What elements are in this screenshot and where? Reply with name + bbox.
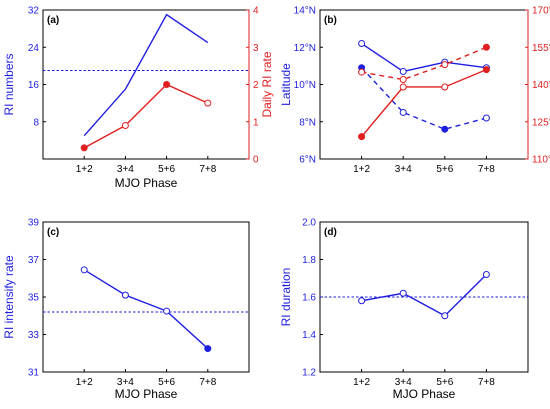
x-tick-label: 3+4 bbox=[395, 164, 412, 175]
y-left-axis-label: RI numbers bbox=[2, 53, 16, 115]
data-point bbox=[163, 307, 171, 315]
data-point bbox=[399, 67, 407, 75]
series-line-3 bbox=[361, 68, 487, 138]
y-left-axis-label: RI intensify rate bbox=[2, 255, 16, 339]
x-tick-label: 7+8 bbox=[478, 164, 495, 175]
y-right-tick-label: 125°E bbox=[532, 117, 550, 128]
chart-panel-4: 1+2 3+4 5+6 7+8 MJO Phase 1.2 1.4 1.6 1.8 2.0 RI d… bbox=[279, 218, 529, 401]
x-tick-label: 5+6 bbox=[158, 377, 175, 388]
data-point bbox=[399, 289, 407, 297]
series-line-4 bbox=[361, 46, 487, 81]
x-tick-label: 5+6 bbox=[158, 164, 175, 175]
data-point bbox=[358, 40, 366, 48]
data-point bbox=[482, 114, 490, 122]
x-tick-label: 1+2 bbox=[76, 377, 93, 388]
data-point bbox=[441, 125, 449, 133]
y-left-axis-label: RI duration bbox=[279, 268, 293, 327]
chart-panel-2: 1+2 3+4 5+6 7+8 6°N 8°N 10°N 12°N 14°N Latitude 11… bbox=[279, 6, 550, 176]
x-axis-label: MJO Phase bbox=[115, 176, 178, 190]
data-point bbox=[399, 108, 407, 116]
y-left-tick-label: 1.4 bbox=[302, 330, 316, 341]
y-left-tick-label: 16 bbox=[28, 80, 40, 91]
y-left-tick-label: 1.8 bbox=[302, 255, 316, 266]
y-right-tick-label: 2 bbox=[253, 80, 259, 91]
series-line-1 bbox=[361, 274, 487, 317]
data-point bbox=[399, 76, 407, 84]
y-right-tick-label: 170°E bbox=[532, 6, 550, 17]
data-point bbox=[482, 66, 490, 74]
data-point bbox=[441, 61, 449, 69]
data-point bbox=[204, 99, 212, 107]
x-axis-label: MJO Phase bbox=[393, 387, 456, 401]
data-point bbox=[204, 345, 212, 353]
data-point bbox=[399, 83, 407, 91]
panel-label: (a) bbox=[47, 15, 59, 26]
y-right-tick-label: 4 bbox=[253, 6, 259, 17]
x-tick-label: 3+4 bbox=[117, 377, 134, 388]
x-tick-label: 7+8 bbox=[199, 377, 216, 388]
data-point bbox=[80, 144, 88, 152]
y-right-tick-label: 0 bbox=[253, 155, 259, 166]
x-tick-label: 1+2 bbox=[353, 377, 370, 388]
data-point bbox=[163, 81, 171, 88]
y-right-tick-label: 140°E bbox=[532, 80, 550, 91]
x-axis-label: MJO Phase bbox=[115, 387, 178, 401]
series-line-2 bbox=[83, 83, 209, 149]
x-tick-label: 1+2 bbox=[353, 164, 370, 175]
y-left-tick-label: 10°N bbox=[294, 80, 316, 91]
data-point bbox=[441, 83, 449, 91]
x-tick-label: 5+6 bbox=[436, 164, 453, 175]
y-left-tick-label: 2.0 bbox=[302, 218, 316, 229]
data-point bbox=[358, 297, 366, 305]
y-left-tick-label: 6°N bbox=[299, 155, 316, 166]
x-tick-label: 5+6 bbox=[436, 377, 453, 388]
y-left-tick-label: 14°N bbox=[294, 6, 316, 17]
plot-frame bbox=[319, 9, 529, 160]
series-line-1 bbox=[361, 42, 487, 73]
panel-label: (c) bbox=[47, 227, 59, 238]
y-left-tick-label: 8°N bbox=[299, 117, 316, 128]
data-point bbox=[482, 43, 490, 51]
panel-label: (b) bbox=[324, 15, 337, 26]
series-line-1 bbox=[83, 269, 209, 350]
y-left-tick-label: 35 bbox=[28, 293, 40, 304]
y-left-tick-label: 24 bbox=[28, 43, 40, 54]
x-tick-label: 7+8 bbox=[199, 164, 216, 175]
y-left-tick-label: 12°N bbox=[294, 43, 316, 54]
x-tick-label: 3+4 bbox=[117, 164, 134, 175]
x-tick-label: 1+2 bbox=[76, 164, 93, 175]
y-left-tick-label: 32 bbox=[28, 6, 40, 17]
series-line-2 bbox=[361, 67, 487, 130]
y-left-tick-label: 39 bbox=[28, 218, 40, 229]
y-right-tick-label: 1 bbox=[253, 117, 259, 128]
data-point bbox=[441, 312, 449, 320]
panel-label: (d) bbox=[324, 227, 337, 238]
y-left-tick-label: 8 bbox=[33, 117, 39, 128]
chart-panel-3: 1+2 3+4 5+6 7+8 MJO Phase 31 33 35 37 39 RI intens… bbox=[2, 218, 250, 401]
y-right-axis-label: Daily RI rate bbox=[260, 51, 274, 117]
y-right-tick-label: 110°E bbox=[532, 155, 550, 166]
x-tick-label: 7+8 bbox=[478, 377, 495, 388]
y-right-tick-label: 155°E bbox=[532, 43, 550, 54]
data-point bbox=[121, 291, 129, 299]
data-point bbox=[482, 271, 490, 278]
y-left-tick-label: 33 bbox=[28, 330, 40, 341]
data-point bbox=[358, 133, 366, 141]
plot-frame bbox=[42, 9, 250, 160]
plot-frame bbox=[42, 221, 250, 373]
data-point bbox=[80, 266, 88, 274]
y-left-axis-label: Latitude bbox=[279, 63, 293, 106]
y-left-tick-label: 31 bbox=[28, 368, 40, 379]
y-left-tick-label: 37 bbox=[28, 255, 40, 266]
series-line-1 bbox=[83, 13, 209, 137]
x-tick-label: 3+4 bbox=[395, 377, 412, 388]
data-point bbox=[358, 68, 366, 76]
y-left-tick-label: 1.2 bbox=[302, 368, 316, 379]
y-right-tick-label: 3 bbox=[253, 43, 259, 54]
data-point bbox=[121, 121, 129, 129]
y-left-tick-label: 1.6 bbox=[302, 293, 316, 304]
